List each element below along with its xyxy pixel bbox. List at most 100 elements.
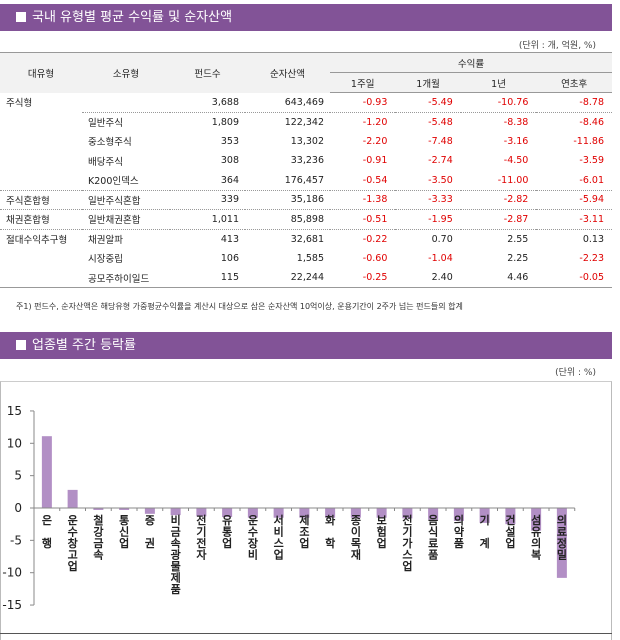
cell-net-assets: 32,681 — [290, 233, 324, 245]
x-category-label: 강 — [93, 525, 103, 539]
cell-major-type — [0, 151, 82, 171]
x-category-label: 수 — [68, 526, 78, 539]
bar-16 — [428, 508, 439, 520]
cell-net-assets: 85,898 — [245, 209, 330, 230]
cell-major-type — [0, 268, 82, 288]
x-category-label: 밀 — [557, 549, 567, 562]
x-category-label: 스 — [274, 537, 284, 550]
cell-fund-count: 106 — [220, 252, 239, 264]
x-category-label: 험 — [377, 525, 387, 539]
x-category-label: 비 — [274, 525, 284, 539]
x-category-label: 의 — [557, 513, 567, 527]
x-category-label: 약 — [454, 525, 464, 539]
x-category-label: 수 — [248, 526, 258, 539]
bar-18 — [479, 508, 490, 523]
table-row: 공모주하이일드 115 22,244 -0.25 2.40 4.46 -0.05 — [0, 268, 612, 288]
x-category-label: 보 — [377, 514, 387, 527]
bar-1 — [41, 436, 52, 508]
x-category-label: 이 — [351, 525, 361, 539]
cell-major-type — [0, 132, 82, 152]
x-category-label: 전 — [196, 513, 206, 527]
cell-fund-count: 3,688 — [170, 92, 245, 113]
cell-net-assets: 13,302 — [290, 135, 324, 147]
bar-9 — [247, 508, 258, 518]
x-category-label: 복 — [531, 548, 541, 562]
y-tick-label: 5 — [14, 469, 22, 483]
cell-return-1week: -1.20 — [362, 116, 388, 128]
cell-sub-type: K200인덱스 — [82, 170, 170, 191]
cell-return-1month: -1.04 — [428, 252, 453, 264]
bar-14 — [376, 508, 387, 518]
bar-3 — [93, 508, 104, 510]
table-row: 주식혼합형 일반주식혼합 339 35,186 -1.38 -3.33 -2.82 -5.94 — [0, 190, 612, 210]
x-category-label: 의 — [454, 513, 464, 527]
cell-return-1year: 2.25 — [507, 252, 529, 264]
x-category-label: 신 — [119, 525, 129, 539]
bar-20 — [531, 508, 542, 531]
x-category-label: 목 — [351, 537, 361, 550]
cell-major-type — [0, 112, 82, 132]
y-tick-label: -5 — [10, 533, 22, 547]
cell-return-1month: -3.33 — [395, 190, 461, 210]
x-category-label: 품 — [428, 549, 438, 562]
cell-return-ytd: -3.11 — [536, 209, 612, 230]
cell-return-1year: -3.16 — [503, 135, 529, 147]
cell-return-1week: -0.91 — [362, 155, 388, 167]
x-category-label: 장 — [248, 536, 258, 550]
cell-return-1year: 2.55 — [507, 233, 529, 245]
cell-return-ytd: -3.59 — [579, 155, 604, 167]
bar-15 — [402, 508, 413, 519]
unit-label: (단위 : %) — [555, 368, 596, 378]
y-tick-label: -10 — [2, 566, 22, 580]
cell-return-1week: -0.93 — [330, 92, 396, 113]
x-category-label: 자 — [196, 548, 207, 562]
x-category-label: 통 — [119, 514, 129, 527]
cell-return-1month: -5.48 — [428, 116, 453, 128]
cell-return-1week: -0.54 — [330, 170, 396, 191]
x-category-label: 광 — [171, 549, 181, 562]
cell-return-ytd: -11.86 — [573, 135, 604, 147]
x-category-label: 유 — [531, 526, 541, 539]
col-1week: 1주일 — [330, 72, 396, 93]
table-row: K200인덱스 364 176,457 -0.54 -3.50 -11.00 -6.01 — [0, 170, 612, 191]
x-category-label: 물 — [171, 560, 181, 573]
x-category-label: 업 — [68, 560, 78, 573]
cell-return-ytd: -0.05 — [536, 268, 612, 288]
section-header-sector-returns: 업종별 주간 등락률 — [0, 332, 612, 359]
cell-return-1week: -0.51 — [330, 209, 396, 230]
x-category-label: 품 — [171, 583, 181, 596]
x-category-label: 조 — [299, 526, 309, 539]
x-category-label: 업 — [505, 537, 515, 550]
section-header-fund-returns: 국내 유형별 평균 수익률 및 순자산액 — [0, 4, 612, 31]
x-category-label: 업 — [222, 537, 232, 550]
x-category-label: 제 — [299, 513, 309, 527]
x-category-label: 창 — [68, 536, 78, 550]
bar-8 — [222, 508, 233, 518]
cell-net-assets: 122,342 — [284, 116, 324, 128]
sector-weekly-returns-chart: 151050-5-10-15은행운수창고업철강금속통신업증권비금속광물제품전기전… — [2, 404, 576, 612]
x-category-label: 가 — [402, 536, 412, 550]
cell-return-1month: 2.40 — [395, 268, 461, 288]
x-category-label: 품 — [454, 537, 464, 550]
x-category-label: 업 — [402, 560, 412, 573]
chart-bottom-border — [0, 633, 612, 634]
x-category-label: 운 — [68, 514, 78, 527]
bar-11 — [299, 508, 310, 518]
x-category-label: 업 — [377, 537, 387, 550]
cell-return-ytd: 0.13 — [582, 233, 604, 245]
cell-return-ytd: -8.78 — [536, 92, 612, 113]
bar-13 — [350, 508, 361, 518]
table-row: 주식형 3,688 643,469 -0.93 -5.49 -10.76 -8.78 — [0, 92, 612, 113]
cell-return-1month: 0.70 — [431, 233, 453, 245]
cell-return-ytd: -5.94 — [536, 190, 612, 210]
cell-net-assets: 1,585 — [296, 252, 324, 264]
x-category-label: 음 — [428, 514, 438, 527]
cell-sub-type: 시장중립 — [88, 254, 123, 266]
cell-return-1month: -1.95 — [395, 209, 461, 230]
cell-major-type — [0, 249, 82, 269]
col-1year: 1년 — [460, 72, 537, 93]
unit-label: (단위 : 개, 억원, %) — [518, 41, 596, 51]
table-row: 중소형주식 353 13,302 -2.20 -7.48 -3.16 -11.86 — [0, 132, 612, 152]
col-1month: 1개월 — [395, 72, 461, 93]
cell-net-assets: 643,469 — [245, 92, 330, 113]
